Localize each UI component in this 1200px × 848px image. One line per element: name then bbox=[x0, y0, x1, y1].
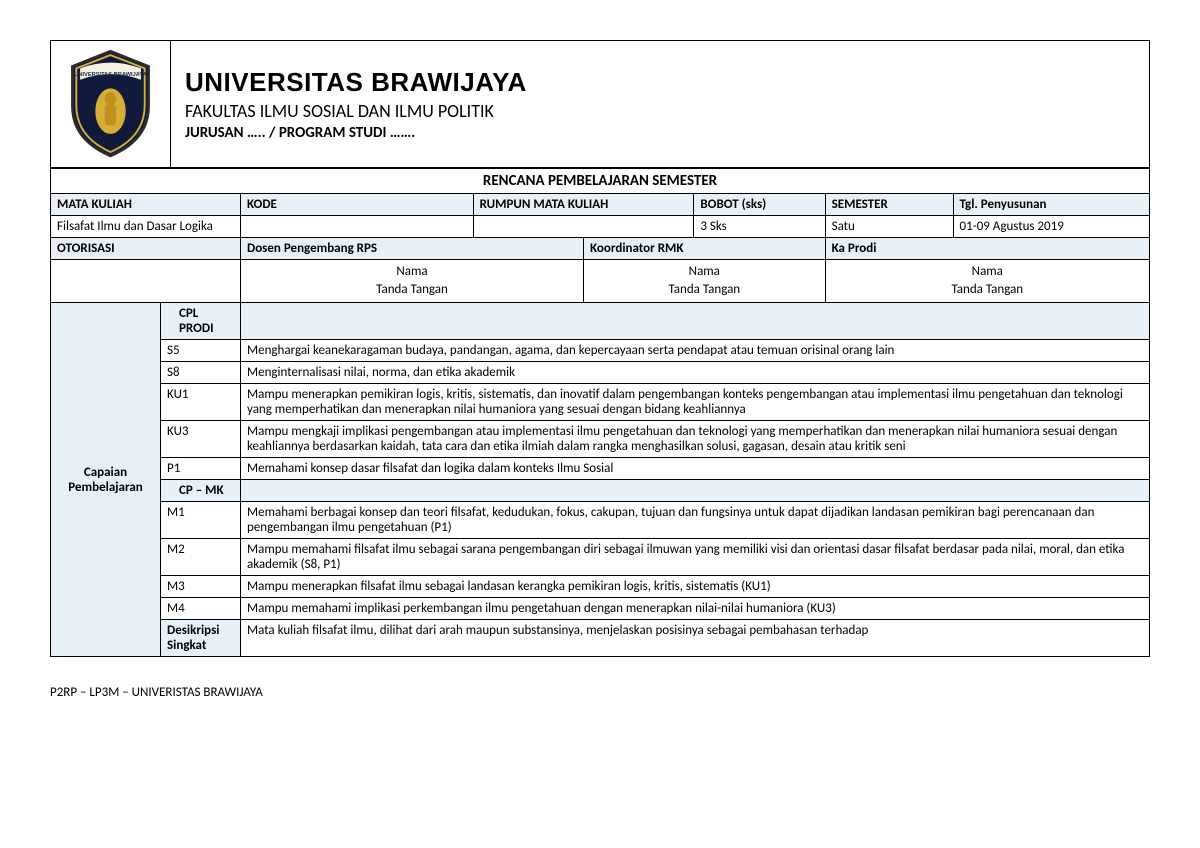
val-code bbox=[241, 216, 474, 238]
document-root: UNIVERSITAS BRAWIJAYA UNIVERSITAS BRAWIJ… bbox=[50, 40, 1150, 700]
logo-cell: UNIVERSITAS BRAWIJAYA bbox=[51, 41, 171, 168]
text-s5: Menghargai keanekaragaman budaya, pandan… bbox=[241, 340, 1150, 362]
desc-text: Mata kuliah filsafat ilmu, dilihat dari … bbox=[241, 620, 1150, 657]
hdr-code: KODE bbox=[241, 194, 474, 216]
code-m4: M4 bbox=[161, 598, 241, 620]
cp-mk-header: CP – MK bbox=[161, 480, 241, 502]
university-logo: UNIVERSITAS BRAWIJAYA bbox=[63, 49, 158, 159]
cpl-section-label: Capaian Pembelajaran bbox=[51, 303, 161, 657]
sig3-sign: Tanda Tangan bbox=[951, 282, 1023, 297]
sig-2: Nama Tanda Tangan bbox=[584, 260, 826, 303]
code-p1: P1 bbox=[161, 458, 241, 480]
code-ku1: KU1 bbox=[161, 384, 241, 421]
val-semester: Satu bbox=[825, 216, 953, 238]
hdr-course: MATA KULIAH bbox=[51, 194, 241, 216]
sig-3: Nama Tanda Tangan bbox=[825, 260, 1149, 303]
university-name: UNIVERSITAS BRAWIJAYA bbox=[185, 67, 1135, 98]
text-s8: Menginternalisasi nilai, norma, dan etik… bbox=[241, 362, 1150, 384]
faculty-name: FAKULTAS ILMU SOSIAL DAN ILMU POLITIK bbox=[185, 100, 1135, 122]
header-text-cell: UNIVERSITAS BRAWIJAYA FAKULTAS ILMU SOSI… bbox=[171, 41, 1150, 168]
svg-text:UNIVERSITAS BRAWIJAYA: UNIVERSITAS BRAWIJAYA bbox=[74, 72, 146, 78]
text-ku3: Mampu mengkaji implikasi pengembangan at… bbox=[241, 421, 1150, 458]
hdr-cluster: RUMPUN MATA KULIAH bbox=[473, 194, 694, 216]
sig2-sign: Tanda Tangan bbox=[668, 282, 740, 297]
val-credits: 3 Sks bbox=[694, 216, 825, 238]
cpl-prodi-header-blank bbox=[241, 303, 1150, 340]
cp-mk-header-blank bbox=[241, 480, 1150, 502]
code-s8: S8 bbox=[161, 362, 241, 384]
auth-blank bbox=[51, 260, 241, 303]
hdr-date: Tgl. Penyusunan bbox=[953, 194, 1149, 216]
sig1-sign: Tanda Tangan bbox=[376, 282, 448, 297]
text-m4: Mampu memahami implikasi perkembangan il… bbox=[241, 598, 1150, 620]
sig-1: Nama Tanda Tangan bbox=[241, 260, 584, 303]
val-date: 01-09 Agustus 2019 bbox=[953, 216, 1149, 238]
text-ku1: Mampu menerapkan pemikiran logis, kritis… bbox=[241, 384, 1150, 421]
header-table: UNIVERSITAS BRAWIJAYA UNIVERSITAS BRAWIJ… bbox=[50, 40, 1150, 168]
code-m1: M1 bbox=[161, 502, 241, 539]
val-course: Filsafat Ilmu dan Dasar Logika bbox=[51, 216, 241, 238]
code-s5: S5 bbox=[161, 340, 241, 362]
code-ku3: KU3 bbox=[161, 421, 241, 458]
auth-label: OTORISASI bbox=[51, 238, 241, 260]
hdr-credits: BOBOT (sks) bbox=[694, 194, 825, 216]
sig3-name: Nama bbox=[972, 264, 1003, 279]
text-p1: Memahami konsep dasar filsafat dan logik… bbox=[241, 458, 1150, 480]
department-line: JURUSAN ….. / PROGRAM STUDI ……. bbox=[185, 124, 1135, 142]
rps-table: RENCANA PEMBELAJARAN SEMESTER MATA KULIA… bbox=[50, 168, 1150, 657]
desc-label: Desikripsi Singkat bbox=[161, 620, 241, 657]
auth-col3: Ka Prodi bbox=[825, 238, 1149, 260]
footer-text: P2RP – LP3M – UNIVERISTAS BRAWIJAYA bbox=[50, 685, 1150, 700]
hdr-semester: SEMESTER bbox=[825, 194, 953, 216]
sig2-name: Nama bbox=[689, 264, 720, 279]
text-m2: Mampu memahami filsafat ilmu sebagai sar… bbox=[241, 539, 1150, 576]
text-m1: Memahami berbagai konsep dan teori filsa… bbox=[241, 502, 1150, 539]
text-m3: Mampu menerapkan filsafat ilmu sebagai l… bbox=[241, 576, 1150, 598]
code-m2: M2 bbox=[161, 539, 241, 576]
cpl-prodi-header: CPL PRODI bbox=[161, 303, 241, 340]
auth-col1: Dosen Pengembang RPS bbox=[241, 238, 584, 260]
val-cluster bbox=[473, 216, 694, 238]
code-m3: M3 bbox=[161, 576, 241, 598]
auth-col2: Koordinator RMK bbox=[584, 238, 826, 260]
section-title: RENCANA PEMBELAJARAN SEMESTER bbox=[51, 169, 1150, 194]
sig1-name: Nama bbox=[396, 264, 427, 279]
